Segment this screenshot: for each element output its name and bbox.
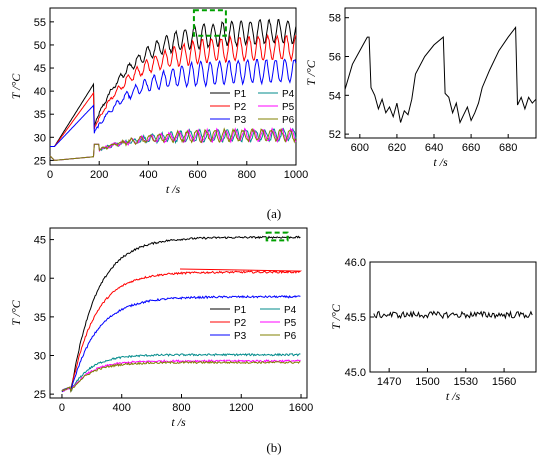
- a-main-legend-label-p6: P6: [282, 115, 295, 126]
- b-inset-x-tick-label: 1470: [377, 376, 401, 388]
- a-main-y-tick-label: 30: [34, 132, 46, 144]
- a-main-y-axis-label: T /°C: [9, 73, 23, 100]
- a-inset-x-tick-label: 660: [462, 142, 480, 154]
- b-main-legend-label-p4: P4: [284, 305, 297, 316]
- a-main-x-axis-label: t /s: [166, 182, 181, 196]
- a-main-y-tick-label: 35: [34, 109, 46, 121]
- a-main-y-tick-label: 55: [34, 17, 46, 29]
- a-main-x-tick-label: 1000: [284, 169, 308, 181]
- a-inset-x-axis-label: t /s: [433, 155, 448, 169]
- b-main-y-tick-label: 30: [34, 351, 46, 363]
- a-inset-plot-frame: [344, 7, 537, 139]
- a-main-series-p2: [50, 33, 297, 147]
- b-main-y-tick-label: 25: [34, 389, 46, 401]
- b-main-legend-label-p5: P5: [284, 318, 297, 329]
- a-inset-x-tick-label: 620: [388, 142, 406, 154]
- b-main-x-tick-label: 1600: [289, 402, 313, 414]
- b-main-legend-label-p1: P1: [234, 305, 247, 316]
- b-main-series-p2: [61, 268, 303, 393]
- b-main-series-p5: [61, 359, 301, 392]
- caption-b: (b): [266, 440, 281, 455]
- a-inset-x-tick-label: 600: [351, 142, 369, 154]
- b-main-x-tick-label: 1200: [229, 402, 253, 414]
- a-inset-y-tick-label: 56: [329, 52, 341, 64]
- b-main-x-tick-label: 800: [172, 402, 190, 414]
- a-main-y-tick-label: 45: [34, 63, 46, 75]
- a-main-legend-label-p4: P4: [282, 89, 295, 100]
- a-main-series-p6: [49, 127, 296, 161]
- b-main-y-tick-label: 40: [34, 273, 46, 285]
- a-main-series-p3: [50, 58, 297, 147]
- a-main-plot-frame: [49, 7, 297, 166]
- b-main-x-tick-label: 0: [59, 402, 65, 414]
- a-inset-y-tick-label: 54: [329, 90, 341, 102]
- b-main-series-p1: [61, 235, 301, 392]
- b-inset-x-axis-label: t /s: [446, 389, 461, 403]
- b-main-y-tick-label: 35: [34, 312, 46, 324]
- b-inset-y-tick-label: 45.5: [345, 312, 366, 324]
- b-main-x-tick-label: 400: [113, 402, 131, 414]
- b-inset-x-tick-label: 1500: [415, 376, 439, 388]
- b-inset-y-axis-label: T /°C: [329, 303, 343, 330]
- a-inset-y-tick-label: 58: [329, 13, 341, 25]
- a-inset-y-axis-label: T /°C: [304, 59, 318, 86]
- a-inset-x-tick-label: 640: [425, 142, 443, 154]
- a-main-x-tick-label: 400: [139, 169, 157, 181]
- a-inset-x-tick-label: 680: [499, 142, 517, 154]
- b-main-series-p4: [61, 352, 301, 393]
- a-main-series-p4: [49, 127, 297, 161]
- a-main-x-tick-label: 0: [47, 169, 53, 181]
- b-main-plot-frame: [49, 227, 308, 399]
- a-main-series-p1: [50, 18, 297, 147]
- a-inset-series-p1: [344, 25, 537, 125]
- b-main-series-p3: [61, 294, 301, 393]
- a-main-legend-label-p3: P3: [234, 115, 247, 126]
- a-inset-y-tick-label: 52: [329, 129, 341, 141]
- caption-a: (a): [267, 206, 281, 221]
- a-main-legend-label-p2: P2: [234, 102, 247, 113]
- b-main-zoom-highlight-box: [265, 231, 289, 242]
- b-inset-y-tick-label: 46.0: [345, 257, 366, 269]
- b-main-y-tick-label: 45: [34, 235, 46, 247]
- a-main-x-tick-label: 600: [188, 169, 206, 181]
- a-main-y-tick-label: 50: [34, 40, 46, 52]
- b-inset-y-tick-label: 45.0: [345, 367, 366, 379]
- b-main-legend-label-p3: P3: [234, 331, 247, 342]
- b-main-series-p6: [61, 360, 301, 394]
- b-main-x-axis-label: t /s: [171, 415, 186, 429]
- a-main-zoom-highlight-box: [192, 9, 227, 37]
- b-inset-series-p1: [373, 310, 533, 320]
- a-main-x-tick-label: 200: [90, 169, 108, 181]
- b-inset-x-tick-label: 1560: [492, 376, 516, 388]
- b-main-legend-label-p6: P6: [284, 331, 297, 342]
- a-main-legend-label-p5: P5: [282, 102, 295, 113]
- b-main-y-axis-label: T /°C: [9, 299, 23, 326]
- b-main-legend-label-p2: P2: [234, 318, 247, 329]
- a-main-x-tick-label: 800: [238, 169, 256, 181]
- a-main-legend-label-p1: P1: [234, 89, 247, 100]
- a-main-y-tick-label: 40: [34, 86, 46, 98]
- a-main-series-p5: [49, 127, 297, 161]
- b-inset-x-tick-label: 1530: [454, 376, 478, 388]
- a-main-y-tick-label: 25: [34, 155, 46, 167]
